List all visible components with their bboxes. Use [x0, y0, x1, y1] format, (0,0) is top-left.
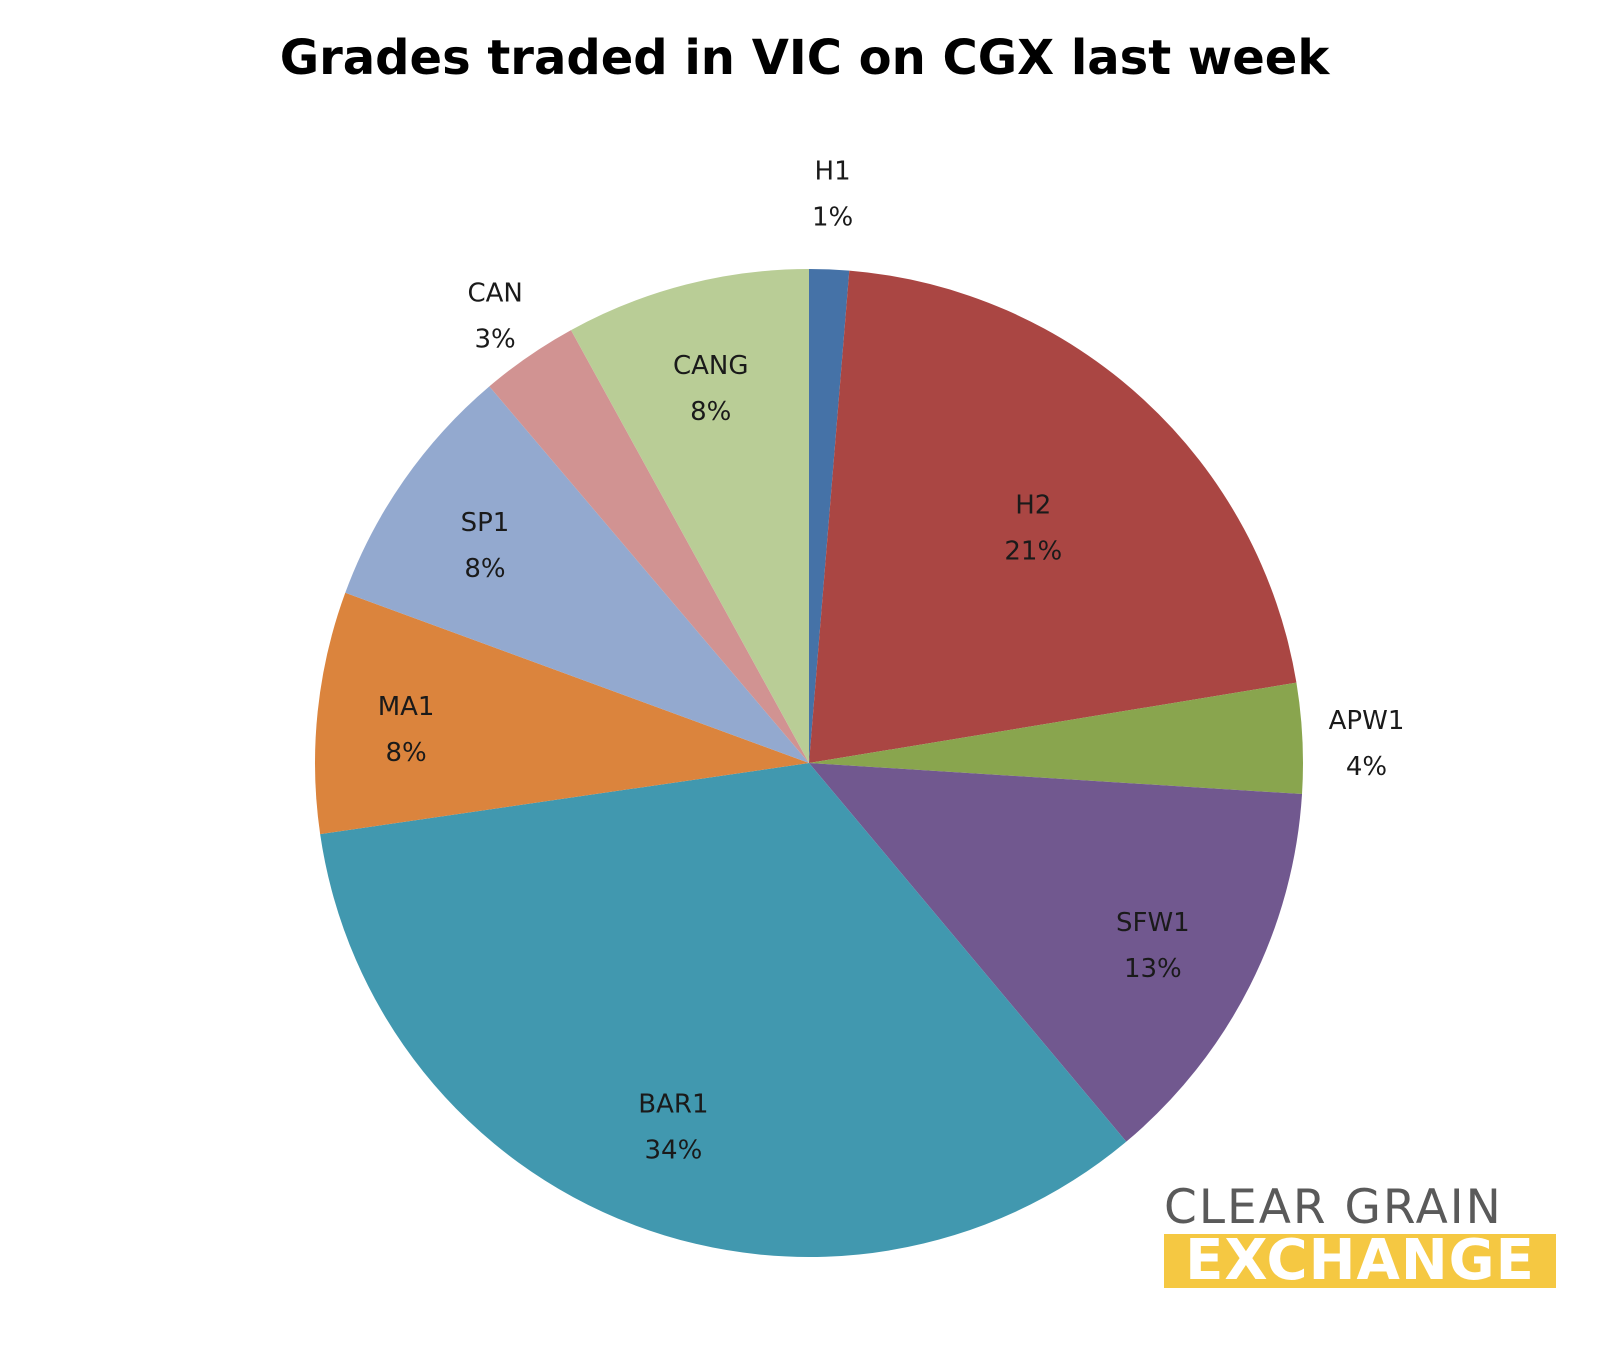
slice-percent-h2: 21% — [1004, 537, 1062, 567]
slice-percent-ma1: 8% — [385, 738, 426, 768]
slice-label-can: CAN — [467, 278, 522, 308]
pie-slice-h2 — [809, 270, 1297, 763]
slice-percent-can: 3% — [475, 324, 516, 354]
pie-slice-h1 — [809, 269, 850, 763]
slice-label-h1: H1 — [815, 157, 851, 187]
slice-percent-apw1: 4% — [1346, 752, 1387, 782]
chart-title: Grades traded in VIC on CGX last week — [279, 30, 1330, 86]
slice-percent-bar1: 34% — [645, 1135, 703, 1165]
pie-slice-sfw1 — [809, 763, 1303, 1142]
slice-label-ma1: MA1 — [378, 692, 435, 722]
pie-slices — [315, 269, 1304, 1258]
pie-slice-can — [489, 330, 809, 763]
pie-labels: H1 1% H2 21% APW1 4% SFW1 13% BAR1 34% MA1 8% SP1 8% C… — [378, 157, 1405, 1166]
pie-slice-sp1 — [345, 386, 809, 763]
pie-slice-apw1 — [809, 682, 1304, 795]
logo-line-2-band: EXCHANGE — [1164, 1234, 1556, 1288]
slice-percent-cang: 8% — [690, 397, 731, 427]
logo-line-2: EXCHANGE — [1185, 1234, 1535, 1288]
slice-percent-sfw1: 13% — [1124, 954, 1182, 984]
slice-label-h2: H2 — [1015, 491, 1051, 521]
pie-slice-cang — [571, 269, 809, 763]
slice-label-cang: CANG — [673, 351, 749, 381]
slice-label-sp1: SP1 — [461, 508, 510, 538]
logo-line-1: CLEAR GRAIN — [1164, 1180, 1503, 1235]
pie-slice-bar1 — [320, 763, 1127, 1258]
slice-percent-h1: 1% — [812, 203, 853, 233]
pie-slice-ma1 — [315, 592, 809, 835]
slice-percent-sp1: 8% — [464, 554, 505, 584]
slice-label-sfw1: SFW1 — [1116, 908, 1190, 938]
clear-grain-exchange-logo: CLEAR GRAIN EXCHANGE — [1164, 1182, 1556, 1288]
slice-label-apw1: APW1 — [1329, 706, 1405, 736]
slice-label-bar1: BAR1 — [638, 1089, 708, 1119]
